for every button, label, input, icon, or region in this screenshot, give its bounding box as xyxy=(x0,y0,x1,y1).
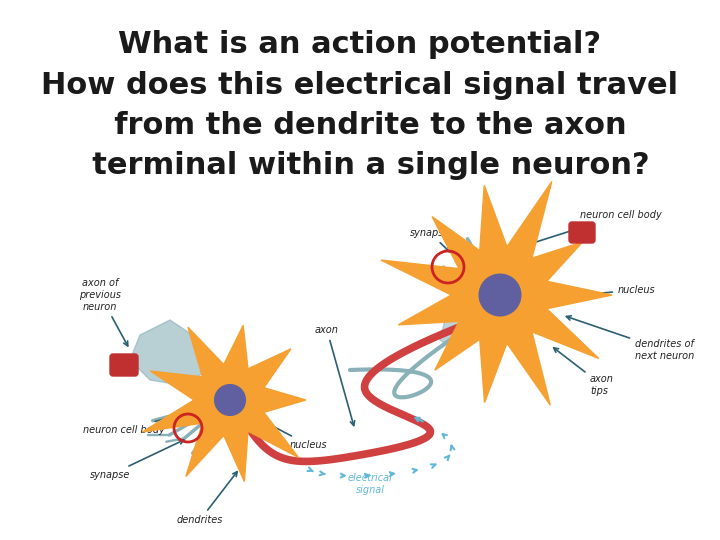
FancyBboxPatch shape xyxy=(110,354,138,376)
Text: What is an action potential?: What is an action potential? xyxy=(118,30,602,59)
Text: dendrites of
next neuron: dendrites of next neuron xyxy=(567,316,694,361)
Text: synapse: synapse xyxy=(410,228,450,252)
FancyBboxPatch shape xyxy=(569,222,595,243)
Text: from the dendrite to the axon: from the dendrite to the axon xyxy=(93,111,627,140)
Text: neuron cell body: neuron cell body xyxy=(84,405,210,435)
Text: nucleus: nucleus xyxy=(242,410,328,450)
Polygon shape xyxy=(143,326,306,482)
Polygon shape xyxy=(381,181,612,405)
Text: axon: axon xyxy=(315,325,355,426)
Circle shape xyxy=(215,384,246,415)
Text: axon of
previous
neuron: axon of previous neuron xyxy=(79,279,127,346)
Text: neuron cell body: neuron cell body xyxy=(500,210,662,254)
Circle shape xyxy=(480,274,521,316)
Polygon shape xyxy=(130,320,210,385)
Text: dendrites: dendrites xyxy=(177,471,237,525)
Text: terminal within a single neuron?: terminal within a single neuron? xyxy=(71,152,649,180)
Text: synapse: synapse xyxy=(90,440,184,480)
Text: electrical
signal: electrical signal xyxy=(348,474,392,495)
Text: axon
tips: axon tips xyxy=(554,348,614,396)
Polygon shape xyxy=(440,310,480,350)
Text: nucleus: nucleus xyxy=(525,285,656,301)
Text: How does this electrical signal travel: How does this electrical signal travel xyxy=(42,71,678,99)
